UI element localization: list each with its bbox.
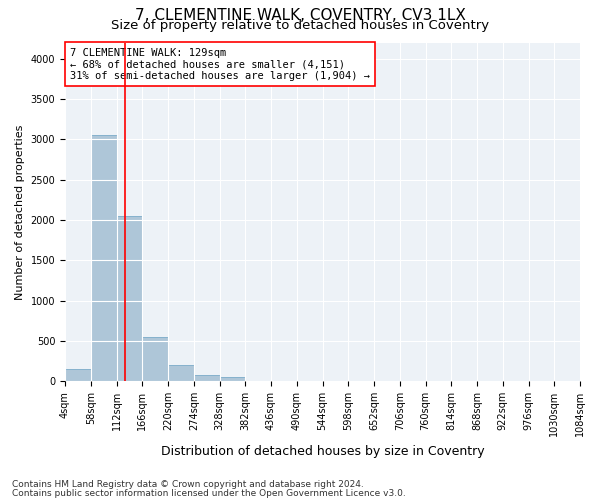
Text: 7 CLEMENTINE WALK: 129sqm
← 68% of detached houses are smaller (4,151)
31% of se: 7 CLEMENTINE WALK: 129sqm ← 68% of detac… [70, 48, 370, 81]
Y-axis label: Number of detached properties: Number of detached properties [15, 124, 25, 300]
Bar [168, 364, 194, 381]
Bar [91, 135, 116, 381]
X-axis label: Distribution of detached houses by size in Coventry: Distribution of detached houses by size … [161, 444, 484, 458]
Bar [220, 377, 245, 381]
Text: 7, CLEMENTINE WALK, COVENTRY, CV3 1LX: 7, CLEMENTINE WALK, COVENTRY, CV3 1LX [134, 8, 466, 22]
Bar [116, 216, 142, 381]
Bar [142, 337, 168, 381]
Text: Contains HM Land Registry data © Crown copyright and database right 2024.: Contains HM Land Registry data © Crown c… [12, 480, 364, 489]
Text: Contains public sector information licensed under the Open Government Licence v3: Contains public sector information licen… [12, 490, 406, 498]
Text: Size of property relative to detached houses in Coventry: Size of property relative to detached ho… [111, 19, 489, 32]
Bar [194, 375, 220, 381]
Bar [65, 369, 91, 381]
